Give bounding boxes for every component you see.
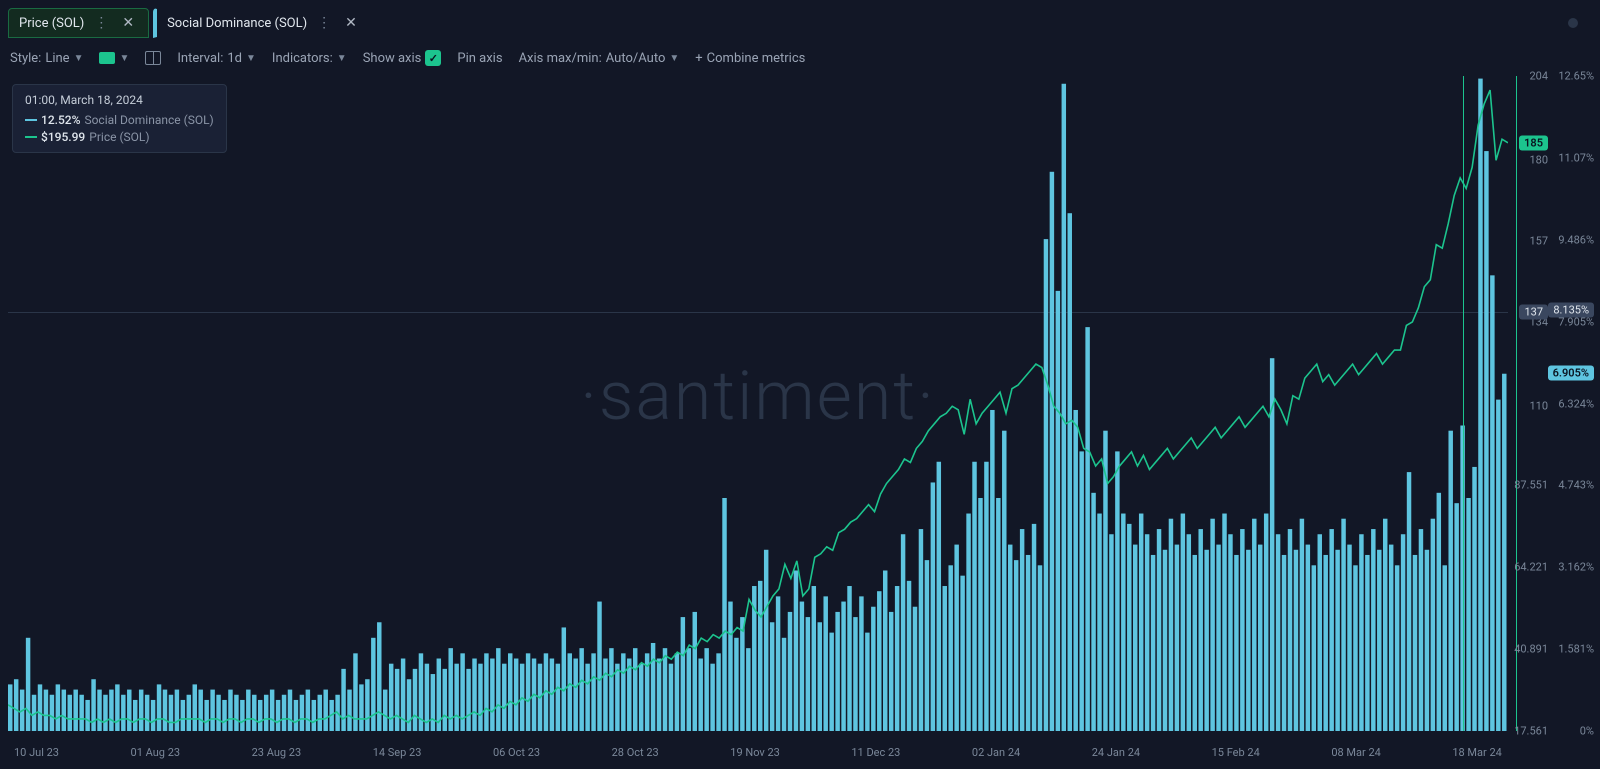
tooltip-row: $195.99 Price (SOL)	[25, 130, 214, 144]
chevron-down-icon: ▼	[74, 53, 84, 64]
y-axis-social: 12.65%11.07%9.486%7.905%6.324%4.743%3.16…	[1548, 76, 1594, 731]
chart-tooltip: 01:00, March 18, 2024 12.52% Social Domi…	[12, 84, 227, 153]
pin-axis-button[interactable]: Pin axis	[457, 51, 502, 66]
chevron-down-icon: ▼	[669, 53, 679, 64]
chart-svg	[8, 76, 1508, 731]
tooltip-date: 01:00, March 18, 2024	[25, 93, 214, 107]
chevron-down-icon: ▼	[119, 53, 129, 64]
chart-toolbar: Style: Line ▼ ▼ Interval: 1d ▼ Indicator…	[0, 38, 1600, 78]
tab-price[interactable]: Price (SOL) ⋮ ✕	[8, 8, 149, 38]
show-axis-toggle[interactable]: Show axis ✓	[363, 50, 442, 66]
color-selector[interactable]: ▼	[99, 52, 129, 64]
axis-minmax-selector[interactable]: Axis max/min: Auto/Auto ▼	[519, 51, 680, 66]
style-selector[interactable]: Style: Line ▼	[10, 51, 83, 66]
series-dash	[25, 136, 37, 138]
chevron-down-icon: ▼	[337, 53, 347, 64]
metric-tabs: Price (SOL) ⋮ ✕ Social Dominance (SOL) ⋮…	[0, 0, 1600, 38]
tab-label: Social Dominance (SOL)	[167, 16, 307, 31]
series-dash	[25, 119, 37, 121]
interval-selector[interactable]: Interval: 1d ▼	[177, 51, 256, 66]
combine-metrics-button[interactable]: + Combine metrics	[695, 51, 805, 66]
x-axis: 10 Jul 2301 Aug 2323 Aug 2314 Sep 2306 O…	[8, 746, 1508, 759]
plus-icon: +	[695, 51, 702, 66]
close-icon[interactable]: ✕	[118, 15, 138, 31]
chart-canvas[interactable]: ·santiment·	[8, 76, 1508, 731]
tab-label: Price (SOL)	[19, 16, 84, 31]
grid-icon	[145, 51, 161, 65]
tab-more-icon[interactable]: ⋮	[92, 15, 110, 31]
close-icon[interactable]: ✕	[341, 15, 361, 31]
status-indicator	[1568, 18, 1578, 28]
tab-social-dominance[interactable]: Social Dominance (SOL) ⋮ ✕	[153, 8, 372, 38]
y-axis-price: 20418015713411087.55164.22140.89117.5611…	[1506, 76, 1548, 731]
layout-selector[interactable]	[145, 51, 161, 65]
checkbox-checked-icon: ✓	[425, 50, 441, 66]
indicators-selector[interactable]: Indicators: ▼	[272, 51, 347, 66]
tab-more-icon[interactable]: ⋮	[315, 15, 333, 31]
tooltip-row: 12.52% Social Dominance (SOL)	[25, 113, 214, 127]
chevron-down-icon: ▼	[246, 53, 256, 64]
color-chip	[99, 52, 115, 64]
